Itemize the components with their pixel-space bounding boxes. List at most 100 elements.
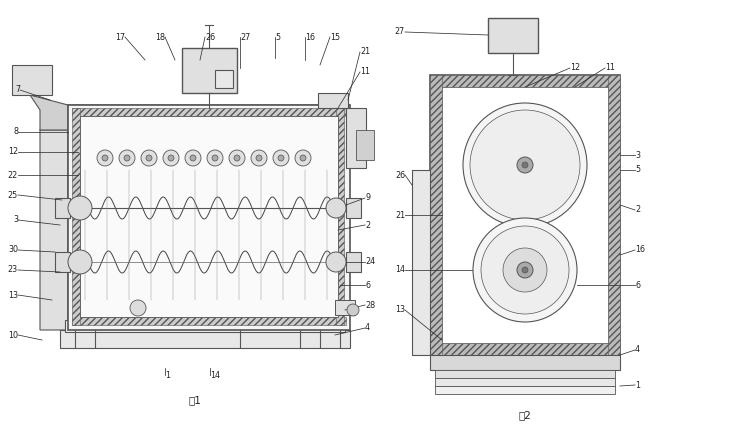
Circle shape — [463, 103, 587, 227]
Circle shape — [251, 150, 267, 166]
Bar — [430, 75, 620, 355]
Circle shape — [234, 155, 240, 161]
Circle shape — [347, 304, 359, 316]
Text: 6: 6 — [365, 281, 370, 290]
Bar — [336, 108, 344, 325]
Circle shape — [470, 110, 580, 220]
Text: 1: 1 — [165, 370, 170, 380]
Text: 18: 18 — [155, 33, 165, 42]
Circle shape — [212, 155, 218, 161]
Bar — [215, 70, 233, 88]
Text: 2: 2 — [365, 221, 370, 229]
Bar — [488, 18, 538, 53]
Bar — [346, 252, 361, 272]
Text: 23: 23 — [8, 266, 18, 274]
Text: 2: 2 — [635, 206, 640, 214]
Circle shape — [295, 150, 311, 166]
Circle shape — [119, 150, 135, 166]
Circle shape — [300, 155, 306, 161]
Bar — [346, 198, 361, 218]
Circle shape — [326, 252, 346, 272]
Circle shape — [130, 300, 146, 316]
Text: 14: 14 — [395, 266, 405, 274]
Circle shape — [185, 150, 201, 166]
Bar — [412, 170, 430, 355]
Bar — [346, 108, 366, 168]
Text: 13: 13 — [395, 305, 405, 315]
Polygon shape — [40, 105, 350, 130]
Circle shape — [522, 162, 528, 168]
Bar — [68, 105, 350, 330]
Circle shape — [146, 155, 152, 161]
Text: 12: 12 — [8, 148, 18, 156]
Bar — [72, 108, 346, 116]
Circle shape — [207, 150, 223, 166]
Bar — [55, 198, 70, 218]
Circle shape — [278, 155, 284, 161]
Text: 9: 9 — [365, 194, 370, 202]
Text: 图1: 图1 — [188, 395, 202, 405]
Circle shape — [168, 155, 174, 161]
Circle shape — [124, 155, 130, 161]
Circle shape — [97, 150, 113, 166]
Text: 5: 5 — [275, 33, 280, 42]
Circle shape — [517, 262, 533, 278]
Text: 3: 3 — [635, 150, 640, 160]
Circle shape — [68, 196, 92, 220]
Text: 5: 5 — [635, 165, 640, 175]
Text: 12: 12 — [570, 64, 580, 72]
Text: 6: 6 — [635, 281, 640, 290]
Bar — [12, 65, 52, 95]
Circle shape — [102, 155, 108, 161]
Bar — [430, 75, 442, 355]
Circle shape — [473, 218, 577, 322]
Text: 25: 25 — [7, 191, 18, 199]
Bar — [608, 75, 620, 355]
Bar — [55, 252, 70, 272]
Bar — [335, 300, 355, 315]
Bar — [430, 75, 620, 87]
Bar — [60, 330, 350, 348]
Bar — [72, 317, 346, 325]
Text: 1: 1 — [635, 381, 640, 389]
Bar — [435, 370, 615, 378]
Text: 4: 4 — [635, 346, 640, 354]
Circle shape — [273, 150, 289, 166]
Text: 27: 27 — [240, 33, 250, 42]
Text: 21: 21 — [395, 210, 405, 220]
Bar — [435, 386, 615, 394]
Text: 28: 28 — [365, 301, 375, 309]
Text: 13: 13 — [8, 290, 18, 300]
Text: 15: 15 — [330, 33, 340, 42]
Text: 4: 4 — [365, 324, 370, 332]
Bar — [442, 87, 608, 343]
Bar — [318, 93, 348, 108]
Text: 16: 16 — [635, 245, 645, 255]
Text: 16: 16 — [305, 33, 315, 42]
Polygon shape — [30, 95, 68, 130]
Bar — [182, 48, 237, 93]
Text: 图2: 图2 — [519, 410, 531, 420]
Text: 17: 17 — [115, 33, 125, 42]
Circle shape — [141, 150, 157, 166]
Bar — [430, 343, 620, 355]
Circle shape — [503, 248, 547, 292]
Circle shape — [481, 226, 569, 314]
Text: 26: 26 — [395, 171, 405, 179]
Text: 10: 10 — [8, 331, 18, 339]
Bar — [435, 378, 615, 386]
Text: 3: 3 — [13, 216, 18, 225]
Text: 8: 8 — [13, 127, 18, 137]
Text: 11: 11 — [360, 68, 370, 76]
Bar — [356, 130, 374, 160]
Text: 30: 30 — [8, 245, 18, 255]
Circle shape — [256, 155, 262, 161]
Circle shape — [190, 155, 196, 161]
Bar — [72, 108, 80, 325]
Text: 22: 22 — [7, 171, 18, 179]
Circle shape — [326, 198, 346, 218]
Circle shape — [68, 250, 92, 274]
Text: 7: 7 — [15, 85, 20, 95]
Text: 14: 14 — [210, 370, 220, 380]
Text: 21: 21 — [360, 47, 370, 57]
